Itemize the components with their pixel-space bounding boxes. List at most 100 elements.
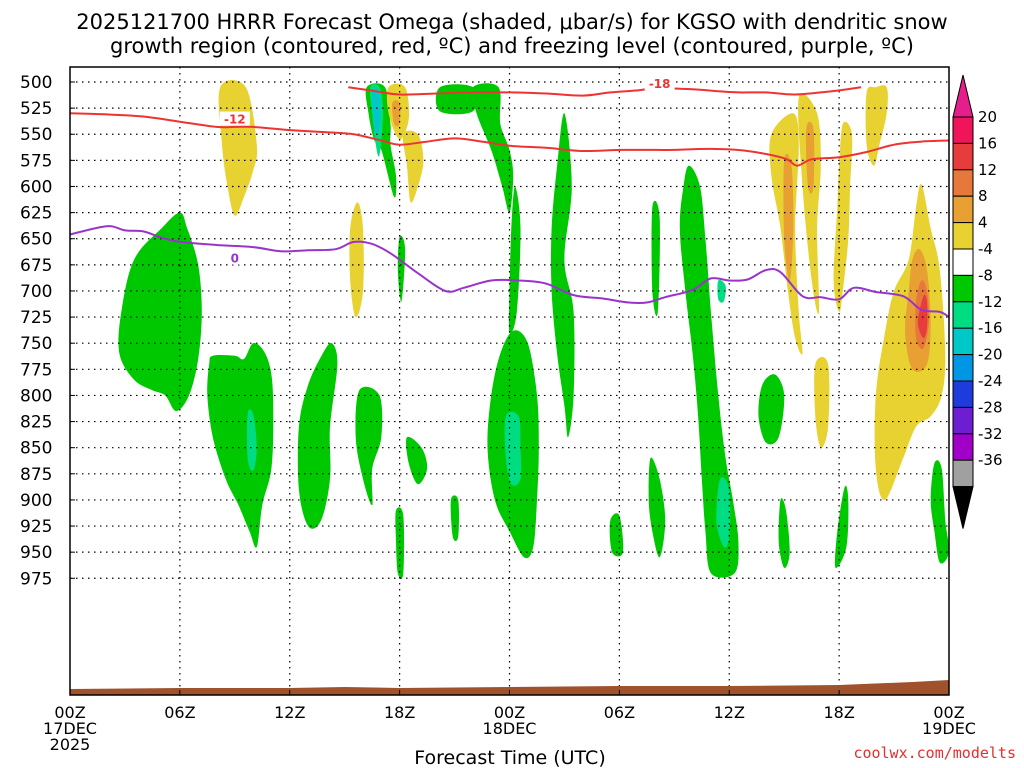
omega-region-16 — [435, 84, 478, 115]
y-tick-label: 650 — [20, 230, 52, 250]
colorbar-segment — [952, 327, 974, 356]
omega-region-12 — [402, 130, 424, 203]
y-tick-label: 775 — [20, 360, 52, 380]
omega-region-26 — [679, 165, 739, 578]
y-tick-label: 725 — [20, 308, 52, 328]
omega-region-43 — [930, 460, 949, 564]
omega-region-25 — [648, 457, 666, 558]
omega-region-22 — [450, 495, 459, 542]
y-tick-label: 800 — [20, 386, 52, 406]
colorbar-label: -8 — [978, 266, 993, 284]
omega-region-13 — [397, 235, 406, 302]
omega-region-3 — [246, 409, 257, 472]
omega-region-20 — [504, 411, 522, 486]
y-tick-label: 500 — [20, 73, 52, 93]
y-tick-label: 900 — [20, 491, 52, 511]
contour-label: -12 — [224, 113, 246, 127]
grid-lines — [70, 67, 949, 695]
colorbar-segment — [952, 459, 974, 488]
omega-region-11 — [392, 100, 401, 127]
omega-region-1 — [118, 212, 202, 412]
y-tick-label: 600 — [20, 177, 52, 197]
x-tick-label: 18Z — [823, 703, 854, 722]
colorbar-label: -20 — [978, 346, 1003, 364]
y-tick-label: 925 — [20, 517, 52, 537]
credit-text: coolwx.com/modelts — [853, 744, 1016, 762]
colorbar-label: -32 — [978, 425, 1003, 443]
y-tick-label: 975 — [20, 569, 52, 589]
omega-region-21 — [550, 113, 575, 438]
y-axis-ticks: 500 525 550 575 600 625 650 675 700 725 750 775 800 8… — [20, 73, 75, 589]
colorbar-segment — [952, 406, 974, 435]
contour-label: -18 — [649, 77, 671, 91]
colorbar-segment — [952, 380, 974, 408]
x-tick-label: 19DEC — [922, 719, 976, 738]
omega-region-6 — [355, 386, 383, 506]
omega-region-15 — [395, 507, 405, 579]
omega-region-24 — [651, 200, 660, 317]
colorbar-label: -36 — [978, 451, 1003, 469]
colorbar-label: -16 — [978, 319, 1003, 337]
colorbar-segment — [952, 222, 974, 250]
y-tick-label: 850 — [20, 439, 52, 459]
omega-region-19 — [508, 186, 521, 334]
colorbar-segment — [952, 274, 974, 303]
colorbar-label: -4 — [978, 240, 993, 258]
colorbar-segment — [952, 301, 974, 329]
colorbar-segment — [952, 116, 974, 144]
omega-region-14 — [406, 436, 428, 485]
contour-label: 0 — [231, 252, 239, 266]
chart-title-line2: growth region (contoured, red, ºC) and f… — [110, 34, 914, 58]
x-tick-label: 2025 — [50, 735, 91, 754]
contour-labels: -18 -12 0 — [219, 76, 675, 266]
contour-line-0 — [348, 86, 862, 97]
colorbar-segment — [952, 169, 974, 197]
omega-region-32 — [834, 485, 849, 569]
y-tick-label: 675 — [20, 256, 52, 276]
omega-region-9 — [371, 87, 381, 134]
omega-region-28 — [717, 279, 726, 303]
y-tick-label: 875 — [20, 465, 52, 485]
colorbar-label: 16 — [978, 134, 997, 152]
colorbar: 20 16 12 8 4 -4 -8 -12 -16 -20 -24 -28 -32 -36 — [952, 74, 1003, 529]
contour-label-bg — [644, 76, 675, 91]
x-tick-label: 18DEC — [483, 719, 537, 738]
contour-label-bg — [227, 250, 242, 265]
colorbar-label: -12 — [978, 293, 1003, 311]
x-axis-label: Forecast Time (UTC) — [414, 747, 605, 768]
omega-region-5 — [349, 202, 364, 318]
y-tick-label: 950 — [20, 543, 52, 563]
x-tick-label: 17DEC — [43, 719, 97, 738]
colorbar-label: -28 — [978, 398, 1003, 416]
colorbar-segment — [952, 142, 974, 171]
x-tick-label: 18Z — [384, 703, 415, 722]
y-tick-label: 525 — [20, 99, 52, 119]
y-tick-label: 575 — [20, 151, 52, 171]
x-tick-label: 00Z — [494, 703, 525, 722]
contour-line-1 — [70, 112, 949, 167]
colorbar-segment — [952, 354, 974, 382]
colorbar-label: -24 — [978, 372, 1003, 390]
y-tick-label: 700 — [20, 282, 52, 302]
x-tick-label: 00Z — [933, 703, 964, 722]
x-tick-label: 12Z — [274, 703, 305, 722]
omega-region-27 — [716, 477, 731, 548]
x-tick-label: 00Z — [54, 703, 85, 722]
omega-region-42 — [917, 294, 928, 339]
omega-region-35 — [798, 93, 821, 315]
omega-region-4 — [297, 342, 338, 529]
colorbar-bottom-triangle — [952, 486, 974, 529]
x-tick-label: 06Z — [604, 703, 635, 722]
omega-region-2 — [207, 342, 274, 548]
chart-title-line1: 2025121700 HRRR Forecast Omega (shaded, … — [76, 10, 947, 34]
omega-region-36 — [805, 121, 815, 194]
contour-line-2 — [70, 225, 949, 318]
colorbar-segment — [952, 195, 974, 224]
omega-region-38 — [865, 85, 888, 166]
omega-region-17 — [471, 83, 514, 213]
x-tick-label: 12Z — [714, 703, 745, 722]
omega-region-29 — [758, 374, 785, 445]
y-tick-label: 750 — [20, 334, 52, 354]
x-tick-label: 06Z — [164, 703, 195, 722]
